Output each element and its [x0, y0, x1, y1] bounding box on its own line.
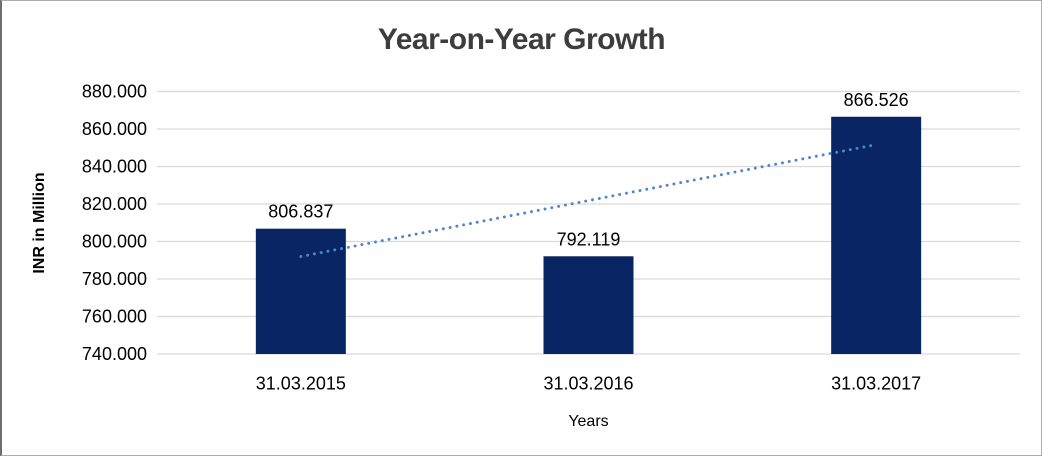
trendline	[299, 143, 878, 259]
x-tick-label: 31.03.2015	[256, 374, 346, 394]
bar-value-label: 792.119	[557, 229, 621, 249]
bar-value-label: 866.526	[844, 90, 909, 110]
y-tick-label: 820.000	[82, 194, 147, 214]
x-tick-label: 31.03.2017	[831, 374, 921, 394]
x-tick-label: 31.03.2016	[543, 374, 633, 394]
bar	[831, 116, 922, 354]
y-tick-label: 760.000	[82, 307, 147, 327]
y-tick-label: 840.000	[82, 157, 147, 177]
bar-value-label: 806.837	[268, 202, 333, 222]
y-tick-label: 740.000	[82, 344, 147, 364]
y-tick-label: 880.000	[82, 82, 147, 102]
y-tick-label: 780.000	[82, 269, 147, 289]
bar	[255, 228, 346, 354]
bar	[543, 256, 634, 354]
y-tick-label: 860.000	[82, 119, 147, 139]
y-tick-label: 800.000	[82, 232, 147, 252]
chart-title: Year-on-Year Growth	[377, 23, 666, 56]
x-axis-title: Years	[568, 413, 609, 430]
